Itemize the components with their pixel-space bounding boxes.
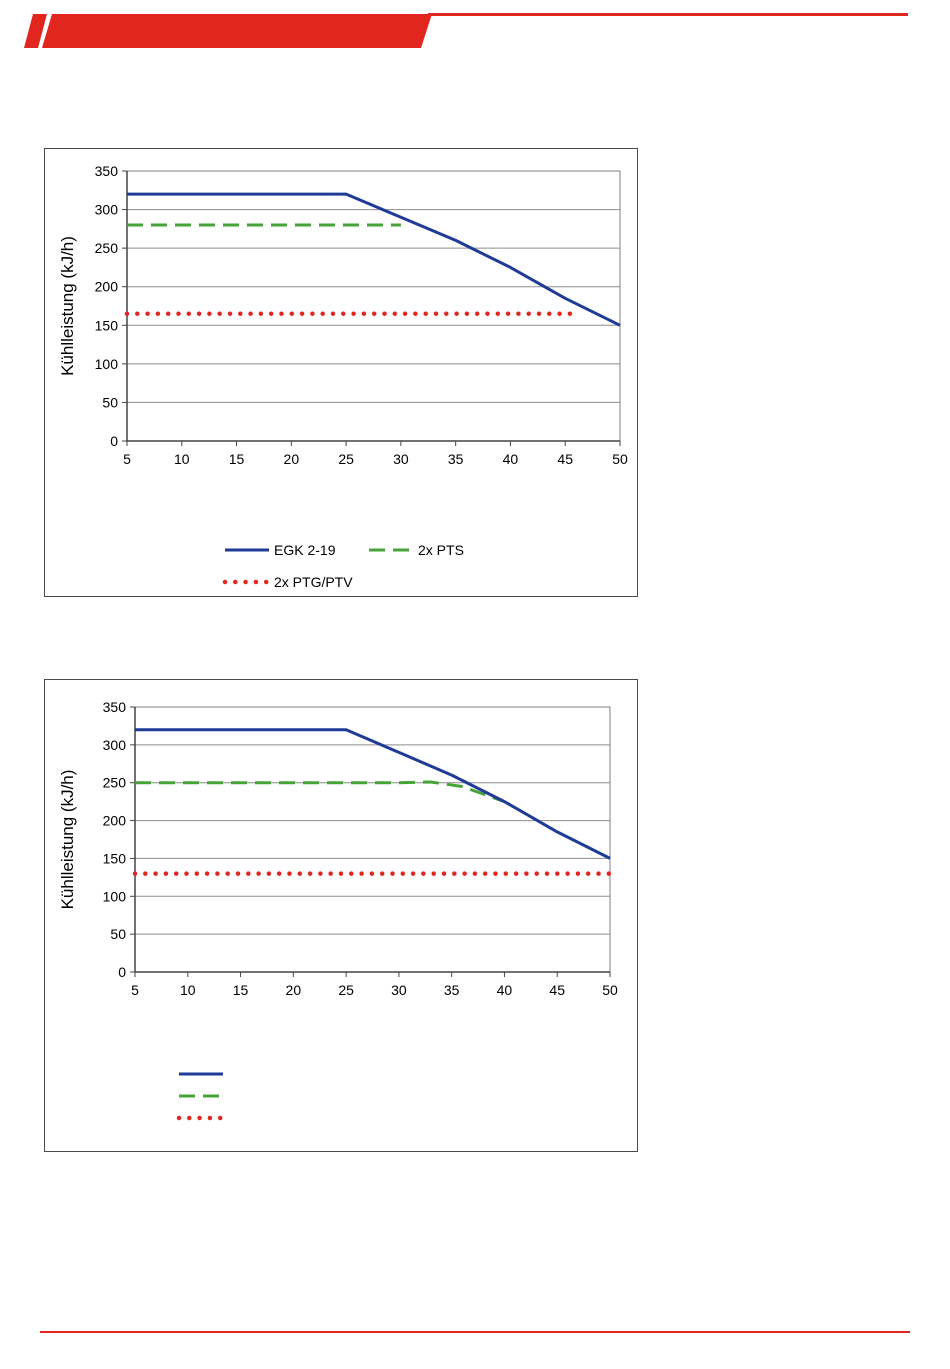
chart-1: 0 50 100 150 200 250 300 350 5 10 15 20 25 30 35 40 45 50… [58,163,628,590]
x-tick-label: 50 [612,451,628,467]
y-tick-label: 250 [103,775,127,791]
legend-label-3: 2x PTG/PTV [274,574,353,590]
y-tick-label: 300 [103,737,127,753]
y-tick-label: 150 [95,317,119,333]
y-tick-label: 100 [95,356,119,372]
y-tick-label: 350 [95,163,119,179]
chart-2-frame: 0 50 100 150 200 250 300 350 5 10 15 20 25 30 35 40 45 50… [44,679,638,1152]
x-tick-label: 50 [602,982,618,998]
y-tick-label: 50 [102,394,118,410]
y-tick-label: 150 [103,850,127,866]
y-axis-title: Kühlleistung (kJ/h) [58,770,77,910]
y-tick-label: 250 [95,240,119,256]
plot-area [126,170,621,442]
legend-label-2: 2x PTS [418,542,464,558]
x-tick-label: 20 [286,982,302,998]
header-accent-stripe [24,14,47,48]
x-tick-label: 25 [338,982,354,998]
x-tick-label: 30 [391,982,407,998]
legend-label-1: EGK 2-19 [274,542,336,558]
header-rule [428,13,908,16]
y-tick-label: 100 [103,888,127,904]
series-line-1 [135,728,611,860]
chart-1-frame: 0 50 100 150 200 250 300 350 5 10 15 20 25 30 35 40 45 50… [44,148,638,597]
y-tick-label: 0 [110,433,118,449]
x-tick-label: 45 [549,982,565,998]
y-tick-label: 0 [118,964,126,980]
x-tick-label: 40 [497,982,513,998]
chart-2: 0 50 100 150 200 250 300 350 5 10 15 20 25 30 35 40 45 50… [58,699,618,1121]
x-tick-label: 5 [131,982,139,998]
footer-rule [40,1331,910,1333]
header-band [24,13,908,48]
x-tick-label: 35 [448,451,464,467]
series-line-2 [135,780,505,804]
y-tick-label: 200 [95,279,119,295]
series-line-1 [127,192,621,327]
x-tick-label: 10 [174,451,190,467]
x-tick-label: 15 [229,451,245,467]
y-tick-label: 300 [95,202,119,218]
x-tick-label: 10 [180,982,196,998]
x-tick-label: 30 [393,451,409,467]
y-tick-label: 200 [103,813,127,829]
x-tick-label: 45 [557,451,573,467]
plot-area [134,706,611,973]
x-tick-label: 5 [123,451,131,467]
header-red-bar [42,14,432,48]
y-tick-label: 50 [110,926,126,942]
y-tick-label: 350 [103,699,127,715]
y-axis-title: Kühlleistung (kJ/h) [58,236,77,376]
x-tick-label: 15 [233,982,249,998]
x-tick-label: 40 [503,451,519,467]
x-tick-label: 35 [444,982,460,998]
x-tick-label: 25 [338,451,354,467]
x-tick-label: 20 [284,451,300,467]
